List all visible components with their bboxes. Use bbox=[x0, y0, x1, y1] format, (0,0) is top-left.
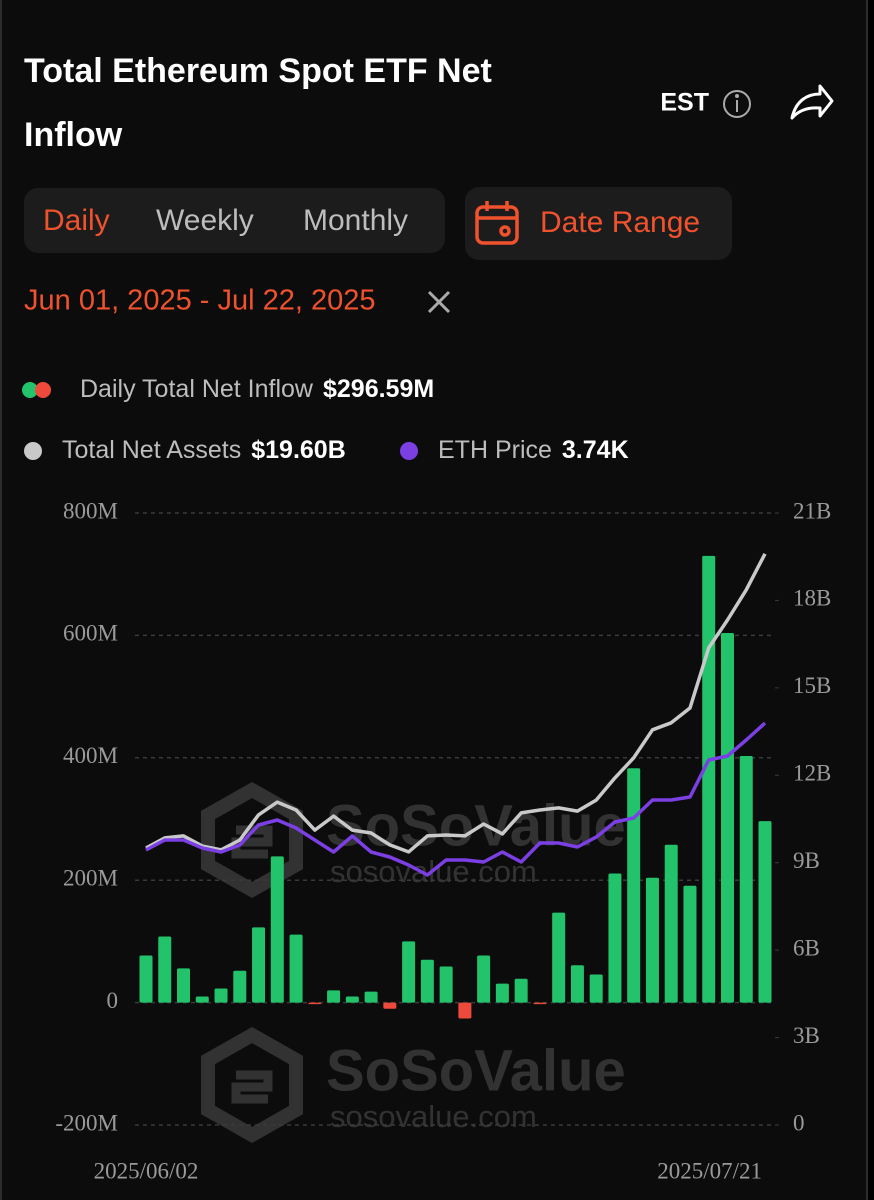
watermark-brand: SoSoValue bbox=[326, 793, 626, 858]
legend-entry: Total Net Assets $19.60B bbox=[62, 436, 346, 464]
y2-tick-label: 3B bbox=[793, 1023, 820, 1048]
bar bbox=[477, 955, 491, 1003]
legend-entry: Daily Total Net Inflow $296.59M bbox=[80, 375, 434, 403]
legend-marker bbox=[24, 442, 42, 460]
watermark-logo bbox=[231, 825, 273, 859]
line bbox=[145, 721, 767, 877]
bar bbox=[758, 821, 772, 1003]
title: Inflow bbox=[24, 116, 123, 154]
legend-entry: ETH Price 3.74K bbox=[438, 436, 629, 464]
legend-value: $19.60B bbox=[251, 436, 346, 464]
bar bbox=[158, 936, 172, 1003]
tab[interactable]: Monthly bbox=[303, 204, 408, 237]
y-tick-label: 800M bbox=[63, 498, 118, 523]
bar bbox=[664, 844, 678, 1003]
bar bbox=[702, 555, 716, 1003]
y2-tick-label: 0 bbox=[793, 1110, 805, 1135]
y-tick-label: 400M bbox=[63, 743, 118, 768]
tab[interactable]: Weekly bbox=[156, 204, 254, 237]
bar bbox=[420, 959, 434, 1003]
bar bbox=[233, 970, 247, 1003]
legend-marker bbox=[35, 382, 51, 398]
share-icon[interactable] bbox=[790, 84, 834, 120]
legend-value: 3.74K bbox=[562, 436, 629, 464]
clear-icon[interactable] bbox=[427, 290, 451, 314]
info-icon[interactable] bbox=[723, 90, 751, 118]
y2-tick-label: 6B bbox=[793, 935, 820, 960]
bar bbox=[589, 974, 603, 1003]
y2-tick-label: 9B bbox=[793, 848, 820, 873]
tab[interactable]: Daily bbox=[43, 204, 110, 237]
legend-value: $296.59M bbox=[323, 375, 434, 403]
legend-marker bbox=[22, 382, 38, 398]
timezone[interactable]: EST bbox=[660, 89, 709, 117]
y-tick-label: 600M bbox=[63, 621, 118, 646]
bar bbox=[195, 996, 209, 1003]
watermark-brand: SoSoValue bbox=[326, 1038, 626, 1103]
bar bbox=[514, 978, 528, 1003]
y2-tick-label: 21B bbox=[793, 498, 831, 523]
bar bbox=[439, 966, 453, 1003]
bar bbox=[289, 934, 303, 1003]
bar bbox=[627, 768, 641, 1003]
bar bbox=[495, 983, 509, 1003]
bar bbox=[645, 877, 659, 1003]
legend-name: ETH Price bbox=[438, 436, 552, 464]
bar bbox=[402, 941, 416, 1003]
bar bbox=[552, 912, 566, 1003]
bar bbox=[177, 968, 191, 1003]
watermark-logo bbox=[201, 1026, 303, 1144]
bar bbox=[345, 996, 359, 1003]
bar bbox=[270, 856, 284, 1003]
y2-tick-label: 18B bbox=[793, 586, 831, 611]
date-range-button[interactable] bbox=[465, 187, 732, 260]
legend-marker bbox=[400, 442, 418, 460]
y-tick-label: 0 bbox=[107, 988, 119, 1013]
calendar-icon bbox=[475, 201, 519, 245]
bar bbox=[720, 632, 734, 1003]
bar bbox=[308, 1002, 322, 1005]
bar bbox=[383, 1002, 397, 1009]
bar bbox=[252, 927, 266, 1003]
date-range: Jun 01, 2025 - Jul 22, 2025 bbox=[24, 285, 375, 317]
y-tick-label: 200M bbox=[63, 865, 118, 890]
bar bbox=[458, 1002, 472, 1019]
bar bbox=[683, 885, 697, 1003]
bar bbox=[364, 991, 378, 1003]
watermark-logo bbox=[201, 781, 303, 899]
bar bbox=[739, 755, 753, 1003]
bar bbox=[327, 990, 341, 1003]
bar bbox=[139, 955, 153, 1003]
line bbox=[145, 552, 767, 854]
watermark-site: sosovalue.com bbox=[330, 1099, 537, 1134]
legend-name: Daily Total Net Inflow bbox=[80, 375, 314, 403]
bar bbox=[533, 1002, 547, 1005]
y2-tick-label: 12B bbox=[793, 761, 831, 786]
y-tick-label: -200M bbox=[55, 1110, 118, 1135]
title: Total Ethereum Spot ETF Net bbox=[24, 52, 492, 90]
bar bbox=[214, 988, 228, 1003]
date-range-label[interactable]: Date Range bbox=[540, 206, 700, 239]
bar bbox=[608, 873, 622, 1003]
watermark-logo bbox=[231, 1070, 273, 1104]
x-tick-label: 2025/07/21 bbox=[657, 1158, 762, 1183]
y2-tick-label: 15B bbox=[793, 673, 831, 698]
x-tick-label: 2025/06/02 bbox=[94, 1158, 199, 1183]
bar bbox=[570, 965, 584, 1003]
tab-group bbox=[24, 188, 445, 253]
legend-name: Total Net Assets bbox=[62, 436, 241, 464]
